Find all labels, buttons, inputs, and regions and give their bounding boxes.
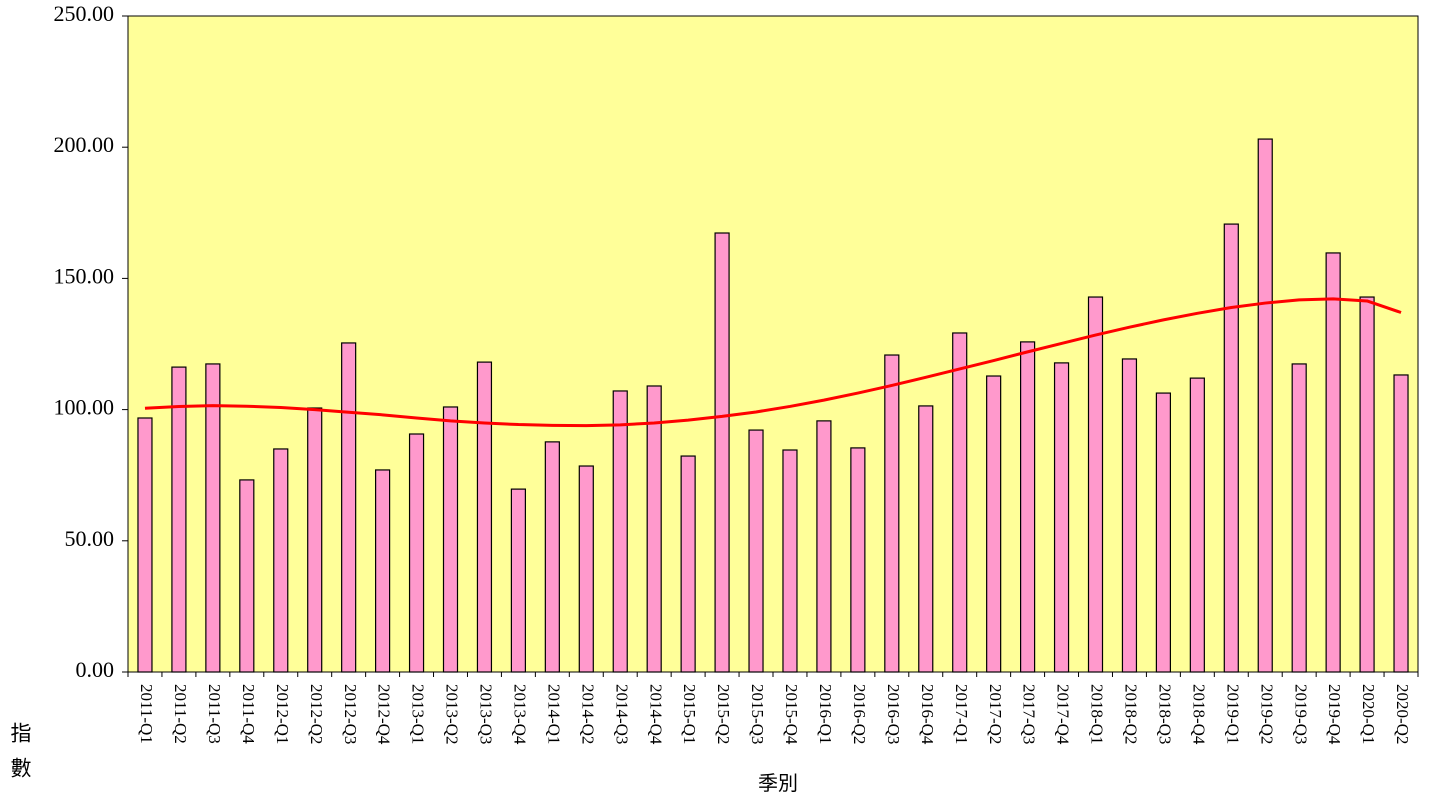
bar — [1020, 341, 1036, 673]
y-tick-label: 150.00 — [54, 263, 115, 288]
x-tick-label: 2020-Q2 — [1393, 684, 1412, 744]
bar — [1393, 374, 1409, 673]
x-tick-label: 2013-Q2 — [443, 684, 462, 744]
bar — [239, 479, 255, 673]
x-tick-label: 2012-Q1 — [273, 684, 292, 744]
trend-line — [144, 297, 1402, 428]
y-tick-label: 100.00 — [54, 395, 115, 420]
bar — [578, 465, 594, 673]
bar — [442, 406, 459, 673]
bar — [1257, 138, 1273, 673]
bar — [816, 420, 832, 673]
bar — [918, 405, 934, 673]
bar — [952, 332, 968, 673]
bar — [408, 433, 425, 673]
x-tick-label: 2019-Q4 — [1325, 684, 1344, 745]
x-tick-label: 2014-Q2 — [578, 684, 597, 744]
bar — [341, 342, 357, 673]
x-tick-label: 2012-Q2 — [307, 684, 326, 744]
bar — [1155, 392, 1171, 673]
bar — [544, 441, 560, 673]
bar — [510, 488, 526, 673]
bar — [476, 361, 493, 673]
bar — [748, 429, 764, 673]
x-tick-label: 2020-Q1 — [1359, 684, 1378, 744]
bar — [782, 449, 798, 673]
x-tick-label: 2016-Q2 — [850, 684, 869, 744]
x-tick-label: 2012-Q4 — [375, 684, 394, 745]
bar — [884, 354, 900, 673]
x-tick-label: 2011-Q3 — [205, 684, 224, 744]
bar — [850, 447, 866, 673]
bar — [986, 375, 1002, 673]
x-tick-label: 2018-Q3 — [1155, 684, 1174, 744]
x-tick-label: 2016-Q4 — [918, 684, 937, 745]
bar — [307, 407, 323, 673]
bar — [205, 363, 221, 673]
bar — [646, 385, 662, 673]
x-tick-label: 2011-Q1 — [137, 684, 156, 744]
x-tick-label: 2016-Q3 — [884, 684, 903, 744]
x-tick-label: 2019-Q3 — [1291, 684, 1310, 744]
bar — [1087, 296, 1104, 673]
bar — [1053, 362, 1070, 673]
bar — [1291, 363, 1307, 673]
bar — [1223, 223, 1239, 673]
x-tick-label: 2018-Q2 — [1122, 684, 1141, 744]
x-tick-label: 2015-Q4 — [782, 684, 801, 745]
x-tick-label: 2013-Q1 — [409, 684, 428, 744]
bar — [1189, 377, 1205, 673]
x-tick-label: 2012-Q3 — [341, 684, 360, 744]
x-tick-label: 2017-Q3 — [1020, 684, 1039, 744]
bar — [1121, 358, 1138, 673]
x-tick-label: 2017-Q2 — [986, 684, 1005, 744]
x-tick-label: 2018-Q1 — [1088, 684, 1107, 744]
x-tick-label: 2014-Q1 — [544, 684, 563, 744]
x-tick-label: 2015-Q1 — [680, 684, 699, 744]
bar — [273, 448, 289, 673]
x-tick-label: 2015-Q3 — [748, 684, 767, 744]
y-axis-label: 指數 — [8, 722, 32, 792]
y-tick-label: 250.00 — [54, 1, 115, 26]
y-tick-label: 200.00 — [54, 132, 115, 157]
y-tick-label: 50.00 — [65, 526, 115, 551]
y-tick-label: 0.00 — [76, 657, 115, 682]
x-tick-label: 2011-Q2 — [171, 684, 190, 744]
bar — [680, 455, 696, 673]
x-tick-label: 2013-Q3 — [477, 684, 496, 744]
x-tick-label: 2014-Q3 — [612, 684, 631, 744]
bar — [171, 366, 187, 673]
x-tick-label: 2017-Q4 — [1054, 684, 1073, 745]
x-tick-label: 2018-Q4 — [1189, 684, 1208, 745]
bar — [714, 232, 730, 673]
x-tick-label: 2019-Q1 — [1223, 684, 1242, 744]
x-tick-label: 2019-Q2 — [1257, 684, 1276, 744]
x-axis-label: 季別 — [758, 772, 798, 795]
bar — [612, 390, 628, 673]
bar — [375, 469, 391, 673]
x-tick-label: 2015-Q2 — [714, 684, 733, 744]
x-tick-label: 2016-Q1 — [816, 684, 835, 744]
x-tick-label: 2017-Q1 — [952, 684, 971, 744]
bar — [1325, 252, 1341, 673]
x-tick-label: 2014-Q4 — [646, 684, 665, 745]
bar — [137, 417, 153, 673]
x-tick-label: 2013-Q4 — [510, 684, 529, 745]
x-tick-label: 2011-Q4 — [239, 684, 258, 744]
bar — [1359, 296, 1375, 673]
